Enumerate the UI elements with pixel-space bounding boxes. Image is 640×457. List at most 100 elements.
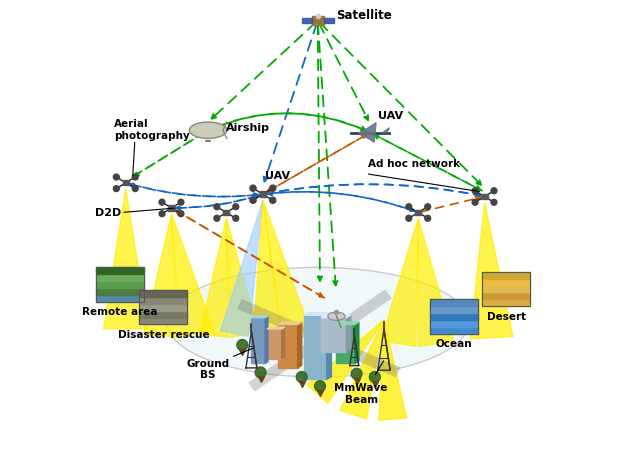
Circle shape [491, 188, 497, 194]
Text: Desert: Desert [486, 312, 526, 322]
Polygon shape [346, 315, 351, 352]
Polygon shape [340, 320, 384, 419]
Bar [96, 295, 144, 302]
Polygon shape [144, 214, 178, 337]
Polygon shape [221, 200, 263, 336]
Bar [481, 194, 488, 199]
Polygon shape [307, 320, 384, 403]
Bar [429, 299, 477, 306]
Polygon shape [267, 329, 282, 359]
Circle shape [472, 188, 478, 194]
Circle shape [269, 197, 276, 203]
Text: Ocean: Ocean [435, 339, 472, 349]
Bar [429, 306, 477, 313]
Circle shape [233, 215, 239, 221]
Bar [140, 304, 188, 311]
Bar [482, 272, 530, 306]
Circle shape [472, 199, 478, 205]
Polygon shape [381, 218, 419, 346]
Polygon shape [321, 318, 346, 352]
Bar [482, 272, 530, 279]
Text: Disaster rescue: Disaster rescue [118, 330, 209, 340]
Circle shape [113, 186, 119, 191]
Bar [429, 313, 477, 320]
Bar [482, 286, 530, 292]
Circle shape [159, 199, 165, 205]
Circle shape [159, 211, 165, 217]
Polygon shape [355, 322, 359, 363]
Circle shape [132, 174, 138, 180]
Circle shape [351, 368, 362, 379]
Bar [140, 290, 188, 324]
Bar [140, 311, 188, 318]
Ellipse shape [167, 267, 468, 377]
Text: Airship: Airship [227, 123, 270, 133]
Circle shape [255, 367, 266, 378]
Circle shape [178, 199, 184, 205]
Polygon shape [200, 218, 228, 337]
Text: UAV: UAV [265, 170, 291, 181]
Bar [301, 18, 312, 23]
Circle shape [250, 185, 256, 191]
Polygon shape [321, 315, 351, 318]
Bar [312, 16, 324, 25]
Polygon shape [379, 320, 406, 420]
Bar [96, 274, 144, 281]
Polygon shape [298, 322, 301, 368]
Circle shape [178, 211, 184, 217]
Polygon shape [263, 200, 310, 336]
Bar [482, 299, 530, 306]
Bar [429, 320, 477, 327]
Circle shape [369, 372, 380, 383]
Bar [168, 205, 175, 211]
Bar [415, 210, 421, 215]
Text: Satellite: Satellite [336, 9, 392, 21]
Bar [123, 180, 129, 186]
Circle shape [132, 186, 138, 191]
Bar [260, 191, 266, 197]
Polygon shape [278, 322, 301, 324]
Bar [324, 18, 333, 23]
Polygon shape [252, 318, 265, 363]
Polygon shape [253, 200, 282, 337]
Polygon shape [304, 315, 327, 379]
Polygon shape [419, 218, 454, 346]
Polygon shape [383, 128, 390, 133]
Polygon shape [327, 313, 332, 379]
Bar [429, 327, 477, 334]
Bar [96, 267, 144, 274]
Polygon shape [278, 324, 298, 368]
Bar [482, 279, 530, 286]
Polygon shape [335, 324, 355, 363]
Circle shape [214, 215, 220, 221]
Polygon shape [252, 316, 268, 318]
Text: Aerial
photography: Aerial photography [115, 119, 190, 141]
Circle shape [425, 215, 431, 221]
Circle shape [406, 204, 412, 210]
Ellipse shape [189, 122, 227, 138]
Text: Ground
BS: Ground BS [186, 359, 230, 380]
Polygon shape [172, 214, 214, 337]
Polygon shape [335, 322, 359, 324]
Circle shape [250, 197, 256, 203]
Circle shape [296, 372, 307, 383]
Polygon shape [267, 327, 285, 329]
Polygon shape [359, 123, 376, 142]
Polygon shape [104, 189, 148, 329]
Circle shape [491, 199, 497, 205]
Text: D2D: D2D [95, 207, 122, 218]
Bar [96, 267, 144, 302]
Circle shape [214, 204, 220, 210]
Bar [96, 288, 144, 295]
Bar [140, 290, 188, 297]
Polygon shape [265, 316, 268, 363]
Bar [223, 210, 230, 215]
Text: MmWave
Beam: MmWave Beam [335, 383, 388, 404]
Bar [482, 292, 530, 299]
Ellipse shape [328, 312, 345, 320]
Polygon shape [470, 202, 513, 339]
Text: Remote area: Remote area [83, 307, 158, 317]
Circle shape [233, 204, 239, 210]
Polygon shape [227, 218, 259, 337]
Circle shape [314, 381, 326, 392]
